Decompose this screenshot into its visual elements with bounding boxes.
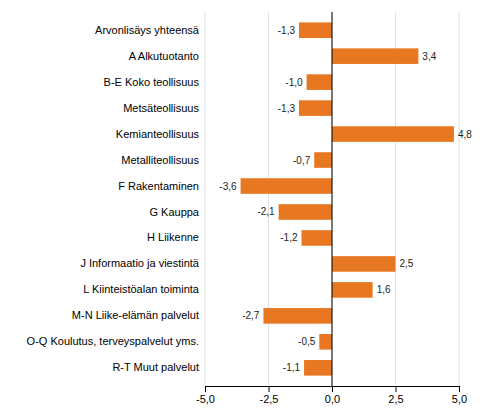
y-tick-label: F Rakentaminen <box>118 180 199 192</box>
x-tick-mark <box>332 386 333 392</box>
x-tick-label: 2,5 <box>388 393 403 405</box>
grid-line <box>459 12 460 386</box>
y-tick-label: G Kauppa <box>149 206 199 218</box>
data-label: -1,0 <box>285 77 303 88</box>
bar <box>307 74 332 90</box>
x-tick: -5,0 <box>196 386 215 405</box>
bar <box>304 360 332 376</box>
bar <box>332 256 396 272</box>
bar <box>299 100 332 116</box>
y-tick-label: Metalliteollisuus <box>121 154 199 166</box>
y-tick-label: A Alkutuotanto <box>129 50 199 62</box>
y-tick: H Liikenne <box>147 231 199 243</box>
y-tick-label: Arvonlisäys yhteensä <box>95 24 200 36</box>
y-tick-label: L Kiinteistöalan toiminta <box>83 283 200 295</box>
x-tick-mark <box>396 386 397 392</box>
data-label: 2,5 <box>400 258 414 269</box>
plot: -5,0 -2,5 0,0 2,5 5,0 R-T Muut palvelut O-Q Ko… <box>27 12 473 405</box>
y-tick-label: Kemianteollisuus <box>116 128 200 140</box>
data-label: 1,6 <box>377 284 391 295</box>
data-label: -1,3 <box>278 103 296 114</box>
data-label: 4,8 <box>458 129 472 140</box>
bar <box>332 126 454 142</box>
y-axis: R-T Muut palvelut O-Q Koulutus, terveyspa… <box>27 24 200 374</box>
grid <box>205 12 459 386</box>
data-label: -0,5 <box>298 336 316 347</box>
x-tick: -2,5 <box>260 386 279 405</box>
x-tick: 5,0 <box>452 386 467 405</box>
data-label: -0,7 <box>293 155 311 166</box>
data-label: -1,2 <box>280 232 298 243</box>
data-label: -3,6 <box>219 181 237 192</box>
data-label: 3,4 <box>422 51 436 62</box>
x-tick-label: -2,5 <box>260 393 279 405</box>
y-tick: L Kiinteistöalan toiminta <box>83 283 200 295</box>
x-axis: -5,0 -2,5 0,0 2,5 5,0 <box>196 386 467 405</box>
zero-line <box>332 12 333 386</box>
bars <box>241 22 454 375</box>
y-tick: A Alkutuotanto <box>129 50 199 62</box>
data-label: -2,1 <box>257 206 275 217</box>
chart: -5,0 -2,5 0,0 2,5 5,0 R-T Muut palvelut O-Q Ko… <box>0 0 491 416</box>
y-tick: F Rakentaminen <box>118 180 199 192</box>
grid-line <box>395 12 396 386</box>
bar <box>319 334 332 350</box>
bar <box>302 230 332 246</box>
y-tick: M-N Liike-elämän palvelut <box>72 309 199 321</box>
grid-line <box>332 12 333 386</box>
y-tick: Metalliteollisuus <box>121 154 199 166</box>
y-tick: Metsäteollisuus <box>123 102 199 114</box>
bar <box>314 152 332 168</box>
data-labels: -1,1 -0,5 -2,7 1,6 2,5 -1,2 -2,1 -3,6 -0,7 4,8 -1,… <box>219 25 472 374</box>
y-tick-label: O-Q Koulutus, terveyspalvelut yms. <box>27 335 199 347</box>
y-tick: G Kauppa <box>149 206 199 218</box>
x-tick-label: 0,0 <box>325 393 340 405</box>
bar <box>299 22 332 38</box>
grid-line <box>268 12 269 386</box>
x-tick-label: -5,0 <box>196 393 215 405</box>
y-tick-label: J Informaatio ja viestintä <box>80 257 199 269</box>
x-tick-label: 5,0 <box>452 393 467 405</box>
x-axis-line <box>206 387 460 393</box>
y-tick-label: Metsäteollisuus <box>123 102 199 114</box>
data-label: -1,3 <box>278 25 296 36</box>
y-tick: O-Q Koulutus, terveyspalvelut yms. <box>27 335 199 347</box>
y-tick-label: B-E Koko teollisuus <box>104 76 200 88</box>
x-tick-mark <box>205 386 206 392</box>
x-tick-mark <box>269 386 270 392</box>
x-tick: 0,0 <box>325 386 340 405</box>
x-tick: 2,5 <box>388 386 403 405</box>
bar <box>332 282 373 298</box>
y-tick-label: R-T Muut palvelut <box>112 361 199 373</box>
y-tick: Kemianteollisuus <box>116 128 200 140</box>
y-tick: B-E Koko teollisuus <box>104 76 200 88</box>
y-tick-label: H Liikenne <box>147 231 199 243</box>
bar <box>263 308 332 324</box>
grid-line <box>205 12 206 386</box>
x-tick-mark <box>459 386 460 392</box>
y-tick: J Informaatio ja viestintä <box>80 257 199 269</box>
bar <box>279 204 332 220</box>
data-label: -1,1 <box>283 362 301 373</box>
bar <box>241 178 332 194</box>
y-tick: R-T Muut palvelut <box>112 361 199 373</box>
y-tick-label: M-N Liike-elämän palvelut <box>72 309 199 321</box>
bar <box>332 48 418 64</box>
y-tick: Arvonlisäys yhteensä <box>95 24 200 36</box>
data-label: -2,7 <box>242 310 260 321</box>
